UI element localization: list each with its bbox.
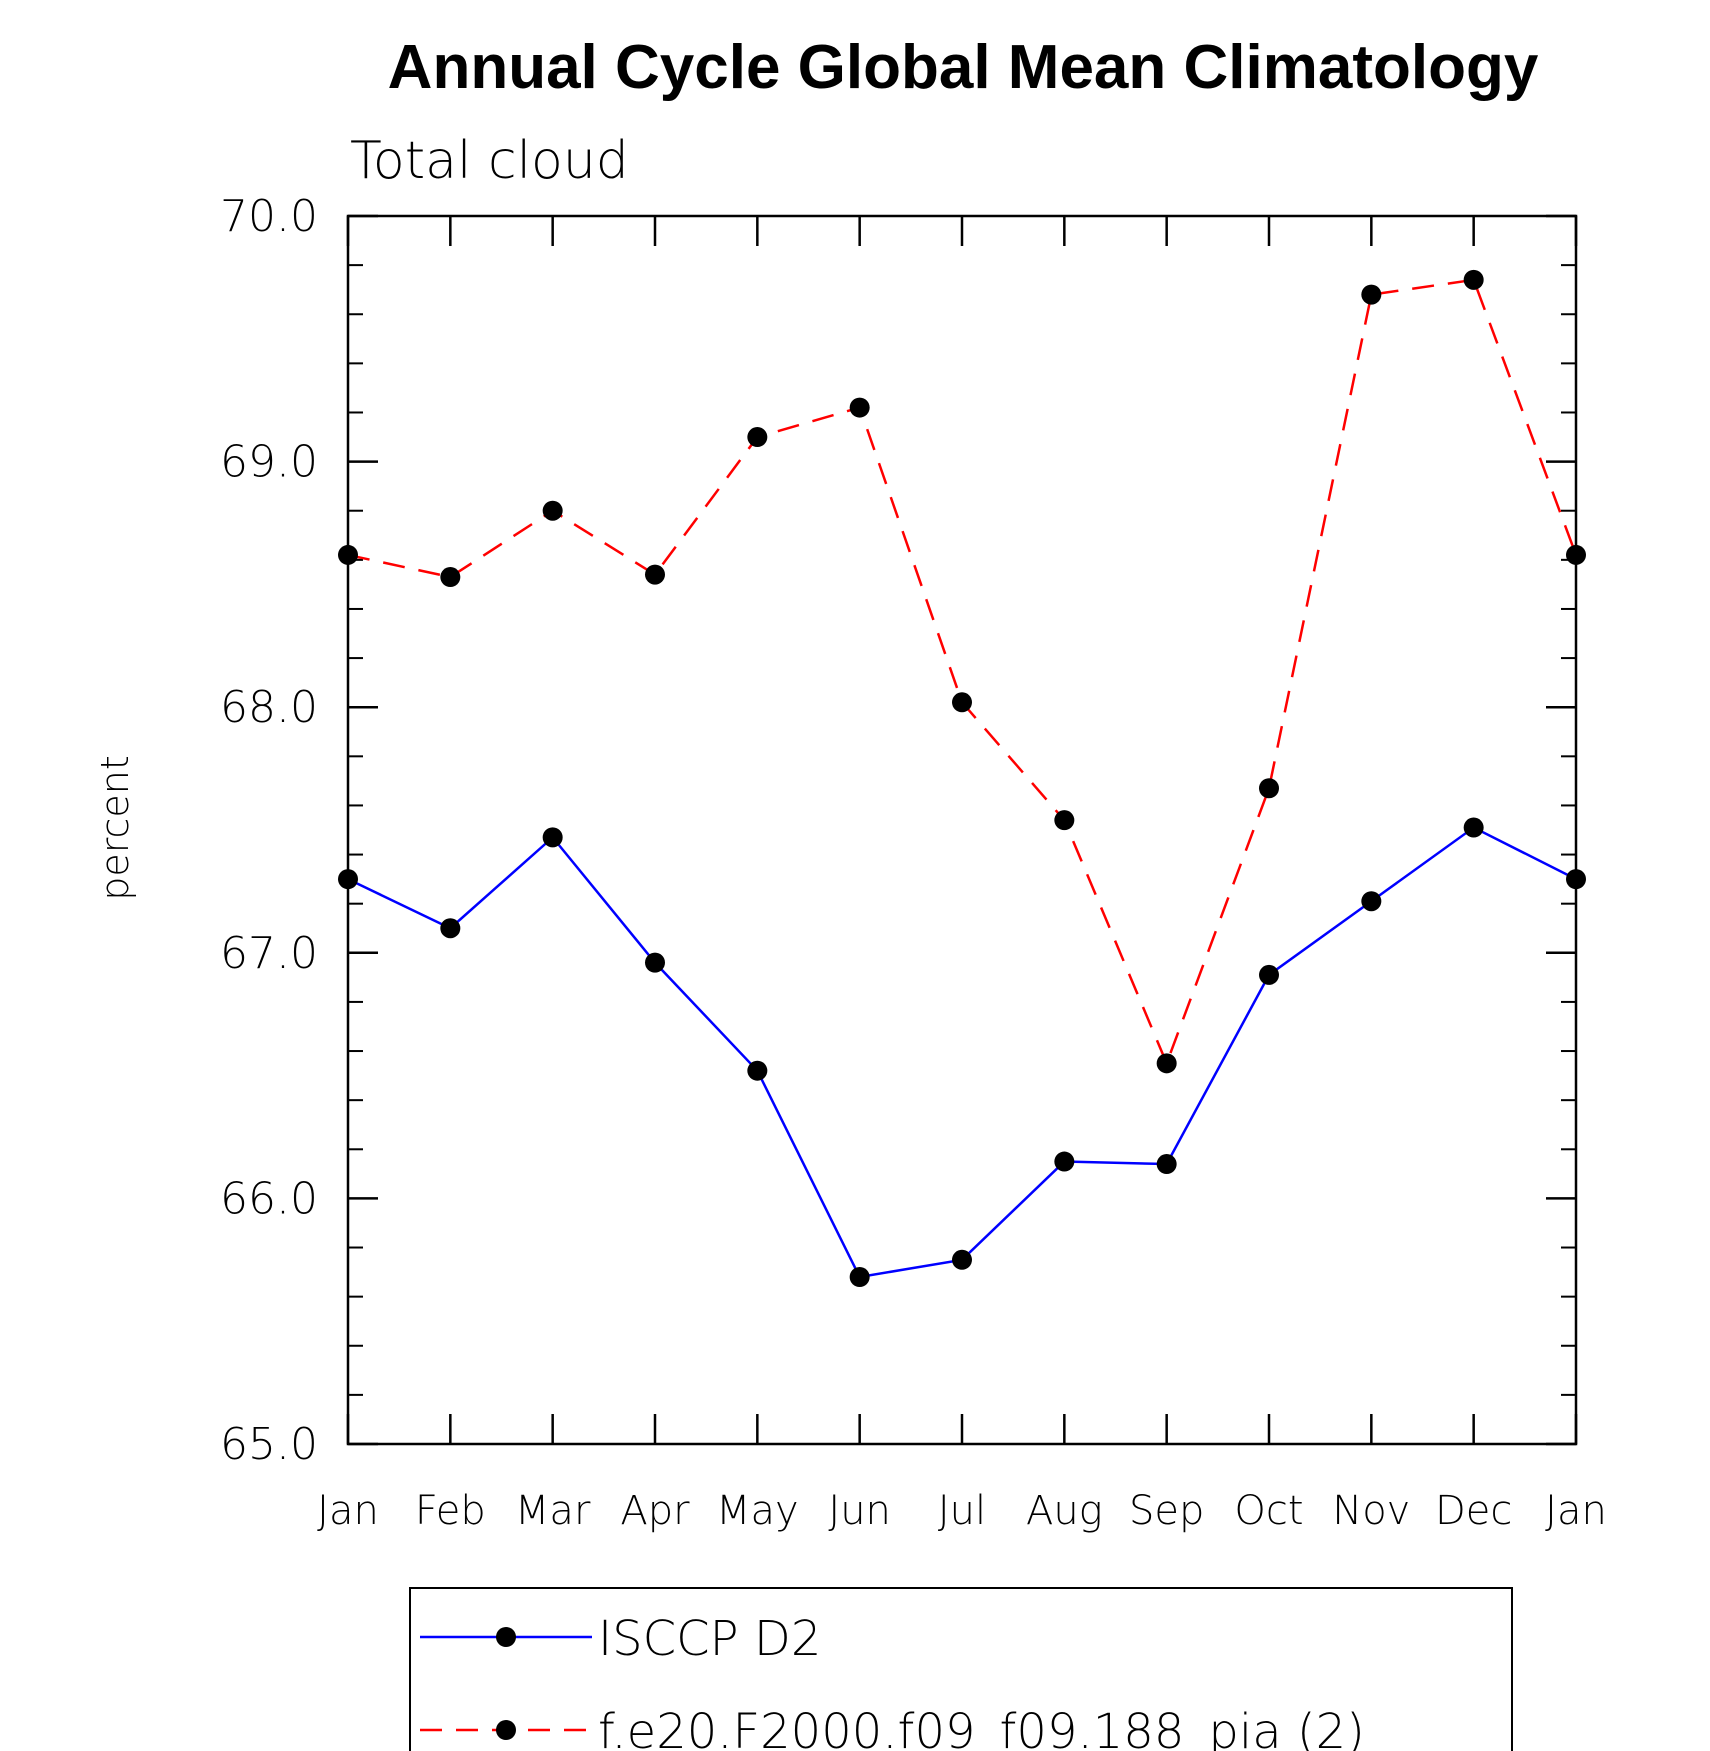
x-tick-label: Sep <box>1129 1488 1204 1534</box>
series-line-0 <box>347 826 1577 1279</box>
x-tick-label: Jul <box>938 1488 986 1534</box>
series-0-point <box>1259 964 1279 985</box>
series-1-point <box>645 564 665 585</box>
x-tick-label: Dec <box>1435 1488 1512 1534</box>
legend-box <box>409 1587 1513 1751</box>
series-0-point <box>1463 817 1484 838</box>
x-tick-label: Jan <box>317 1488 379 1534</box>
x-tick-label: Oct <box>1234 1488 1303 1534</box>
plot-frame <box>346 214 1578 1446</box>
series-1-point <box>952 692 972 713</box>
series-1-point <box>1054 810 1075 831</box>
series-0-point <box>747 1060 768 1081</box>
chart-title: Annual Cycle Global Mean Climatology <box>388 33 1539 102</box>
x-tick-label: Jun <box>828 1488 891 1534</box>
series-1-point <box>440 567 461 588</box>
series-1-point <box>849 397 870 418</box>
legend-label-1: f.e20.F2000.f09_f09.188_pia (2) <box>598 1704 1365 1751</box>
x-tick-label: Aug <box>1026 1488 1103 1534</box>
series-0-point <box>542 827 563 848</box>
series-0-point <box>1361 891 1382 912</box>
series-markers <box>338 269 1586 1287</box>
series-lines <box>347 278 1578 1279</box>
x-tick-label: May <box>716 1488 799 1534</box>
series-1-point <box>1259 778 1279 799</box>
series-1-point <box>1156 1053 1177 1074</box>
series-1-point <box>1361 284 1382 305</box>
series-0-point <box>849 1266 870 1287</box>
series-line-1 <box>347 278 1578 1067</box>
legend-marker-1 <box>496 1720 516 1740</box>
legend-label-0: ISCCP D2 <box>598 1611 821 1667</box>
series-1-point <box>1463 269 1484 290</box>
x-tick-label: Feb <box>415 1488 486 1534</box>
series-1-point <box>747 427 768 448</box>
y-tick-label: 67.0 <box>220 928 318 979</box>
series-1-point <box>542 500 563 521</box>
series-0-point <box>952 1249 972 1270</box>
x-tick-label: Jan <box>1545 1488 1607 1534</box>
legend-marker-0 <box>496 1627 516 1647</box>
legend: ISCCP D2 f.e20.F2000.f09_f09.188_pia (2) <box>409 1587 1513 1751</box>
series-0-point <box>645 952 665 973</box>
y-tick-labels: 65.0 66.0 67.0 68.0 69.0 70.0 <box>220 191 318 1470</box>
y-tick-label: 65.0 <box>220 1419 318 1470</box>
x-tick-label: Mar <box>515 1488 591 1534</box>
x-tick-label: Apr <box>620 1488 690 1534</box>
series-0-point <box>1054 1151 1075 1172</box>
y-tick-label: 69.0 <box>220 437 318 488</box>
series-0-point <box>440 918 461 939</box>
y-tick-label: 70.0 <box>220 191 318 242</box>
series-0-point <box>1156 1154 1177 1175</box>
x-tick-label: Nov <box>1332 1488 1410 1534</box>
x-tick-labels: Jan Feb Mar Apr May Jun Jul Aug Sep Oct Nov Dec Jan <box>317 1488 1607 1534</box>
y-axis-label: percent <box>93 755 137 901</box>
y-tick-label: 68.0 <box>220 682 318 733</box>
chart-subtitle: Total cloud <box>350 131 629 191</box>
y-tick-label: 66.0 <box>220 1173 318 1224</box>
